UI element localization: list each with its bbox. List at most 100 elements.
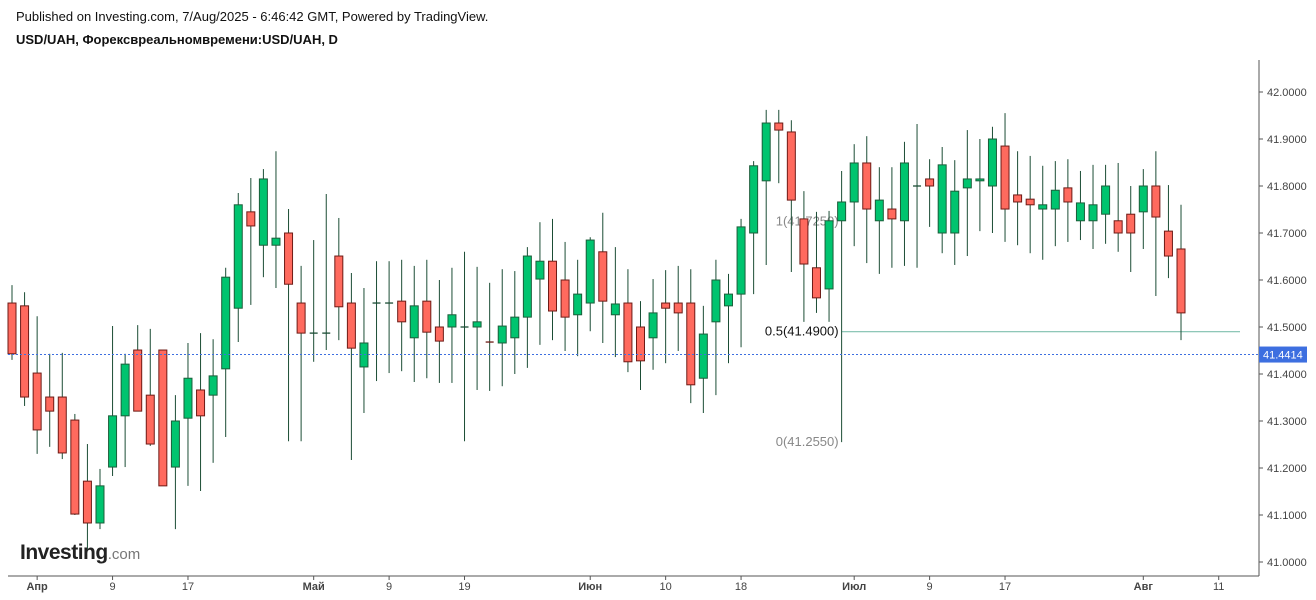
candle-body bbox=[1038, 204, 1048, 210]
candle-body bbox=[723, 293, 733, 307]
candle-body bbox=[862, 162, 872, 210]
candle-body bbox=[70, 419, 80, 515]
candle bbox=[485, 282, 494, 391]
candle-body bbox=[233, 204, 243, 309]
candle bbox=[623, 269, 633, 373]
candle-body bbox=[284, 232, 294, 285]
candle bbox=[108, 326, 118, 476]
candle bbox=[548, 218, 558, 341]
candle bbox=[120, 353, 130, 468]
candle-body bbox=[1113, 220, 1123, 234]
price-overlay: 41.4414 bbox=[8, 346, 1307, 363]
candle bbox=[409, 265, 419, 382]
candle-body bbox=[20, 305, 30, 398]
candle-body bbox=[7, 302, 17, 355]
candle bbox=[246, 178, 256, 305]
candle bbox=[1038, 165, 1048, 260]
candle bbox=[799, 191, 809, 322]
candle-body bbox=[1088, 204, 1098, 222]
candle bbox=[334, 217, 344, 341]
candle-body bbox=[1138, 185, 1148, 213]
candle-body bbox=[397, 300, 407, 323]
candle bbox=[824, 210, 834, 322]
candle-body bbox=[170, 420, 180, 468]
candle bbox=[1163, 185, 1173, 279]
candle-body bbox=[258, 178, 268, 246]
candle-body bbox=[359, 342, 369, 368]
last-price-label: 41.4414 bbox=[1263, 350, 1303, 362]
candle-body bbox=[535, 260, 545, 280]
candle bbox=[20, 292, 30, 406]
candle bbox=[82, 444, 92, 550]
fib-level-label: 0(41.2550) bbox=[776, 434, 839, 449]
logo-suffix: .com bbox=[107, 546, 141, 563]
candle bbox=[673, 265, 683, 351]
candle-body bbox=[1126, 213, 1136, 234]
candle bbox=[359, 287, 369, 414]
candle-body bbox=[661, 302, 671, 309]
candle-body bbox=[95, 485, 105, 524]
candle bbox=[736, 218, 746, 348]
candle-body bbox=[749, 165, 759, 234]
candle bbox=[233, 193, 243, 343]
candle bbox=[95, 468, 105, 530]
candle-body bbox=[296, 302, 306, 334]
candle bbox=[434, 280, 444, 383]
candle bbox=[309, 240, 318, 362]
x-tick-label: 18 bbox=[735, 581, 747, 593]
candle-body bbox=[560, 279, 570, 318]
candle-body bbox=[510, 316, 520, 339]
candle bbox=[1000, 113, 1010, 242]
x-tick-label: 9 bbox=[927, 581, 933, 593]
candle bbox=[723, 273, 733, 364]
candle bbox=[422, 259, 432, 379]
candle-body bbox=[1163, 230, 1173, 257]
candle-body bbox=[334, 255, 344, 308]
investing-logo: Investing.com bbox=[20, 541, 140, 565]
x-tick-label: 17 bbox=[999, 581, 1011, 593]
candle-body bbox=[1075, 202, 1085, 222]
published-caption: Published on Investing.com, 7/Aug/2025 -… bbox=[16, 9, 489, 24]
candle bbox=[698, 305, 708, 414]
candle bbox=[598, 212, 608, 343]
candle bbox=[7, 285, 17, 360]
x-tick-label: Апр bbox=[26, 581, 48, 593]
candle-body bbox=[686, 302, 696, 386]
candle-body bbox=[1151, 185, 1161, 218]
candle bbox=[560, 241, 570, 351]
candle bbox=[208, 339, 218, 463]
candle bbox=[32, 316, 42, 454]
candle bbox=[749, 161, 759, 295]
candle bbox=[258, 169, 268, 278]
candle bbox=[573, 259, 583, 357]
candle bbox=[686, 269, 696, 404]
candle bbox=[1138, 169, 1148, 249]
candle bbox=[1088, 164, 1098, 249]
x-tick-label: 9 bbox=[109, 581, 115, 593]
y-tick-label: 41.8000 bbox=[1267, 181, 1307, 193]
y-tick-label: 41.5000 bbox=[1267, 322, 1307, 334]
candle bbox=[183, 342, 193, 486]
candle-body bbox=[711, 279, 721, 323]
candle bbox=[460, 251, 469, 442]
x-tick-label: Авг bbox=[1134, 581, 1154, 593]
candle bbox=[987, 126, 997, 233]
x-tick-label: Июл bbox=[842, 581, 866, 593]
candle bbox=[761, 109, 771, 265]
candle bbox=[45, 353, 55, 447]
candle-body bbox=[196, 389, 206, 417]
candle bbox=[887, 167, 897, 268]
candle bbox=[70, 413, 80, 515]
candle bbox=[874, 167, 884, 274]
candle-body bbox=[1025, 198, 1035, 206]
candle bbox=[1176, 204, 1186, 341]
candle bbox=[811, 211, 821, 313]
candle-body bbox=[1000, 145, 1010, 210]
candle bbox=[372, 261, 381, 382]
candle-body bbox=[1176, 248, 1186, 314]
candle bbox=[1013, 151, 1023, 246]
candle bbox=[472, 266, 482, 390]
candle bbox=[145, 328, 155, 446]
candles bbox=[7, 109, 1186, 550]
